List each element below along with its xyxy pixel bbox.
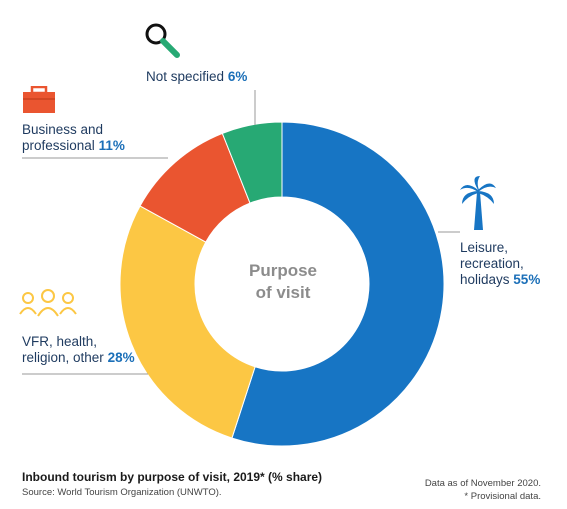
chart-title: Inbound tourism by purpose of visit, 201… — [22, 470, 323, 484]
donut-slice-not-specified — [221, 121, 283, 204]
slice-value-vfr: 28% — [107, 350, 135, 365]
chart-note: Data as of November 2020. * Provisional … — [424, 478, 541, 502]
donut-slices — [119, 121, 445, 447]
slice-label-vfr: VFR, health, religion, other 28% — [22, 334, 135, 365]
slice-label-business: Business and professional 11% — [22, 122, 125, 153]
slice-value-business: 11% — [98, 138, 125, 153]
slice-label-leisure: Leisure, recreation, holidays 55% — [460, 240, 541, 287]
donut-center-label: Purpose of visit — [248, 261, 318, 302]
magnifier-icon — [145, 23, 180, 58]
briefcase-icon — [23, 86, 55, 113]
people-group-icon — [19, 289, 77, 317]
palm-tree-icon — [460, 176, 496, 230]
leader-lines — [22, 90, 460, 375]
chart-source: Source: World Tourism Organization (UNWT… — [22, 487, 222, 498]
slice-value-not-specified: 6% — [227, 69, 248, 84]
slice-value-leisure: 55% — [513, 272, 541, 287]
donut-slice-leisure-recreation-holidays — [231, 121, 445, 447]
donut-slice-vfr-health-religion-other — [119, 205, 256, 439]
slice-label-not-specified: Not specified 6% — [146, 69, 248, 84]
